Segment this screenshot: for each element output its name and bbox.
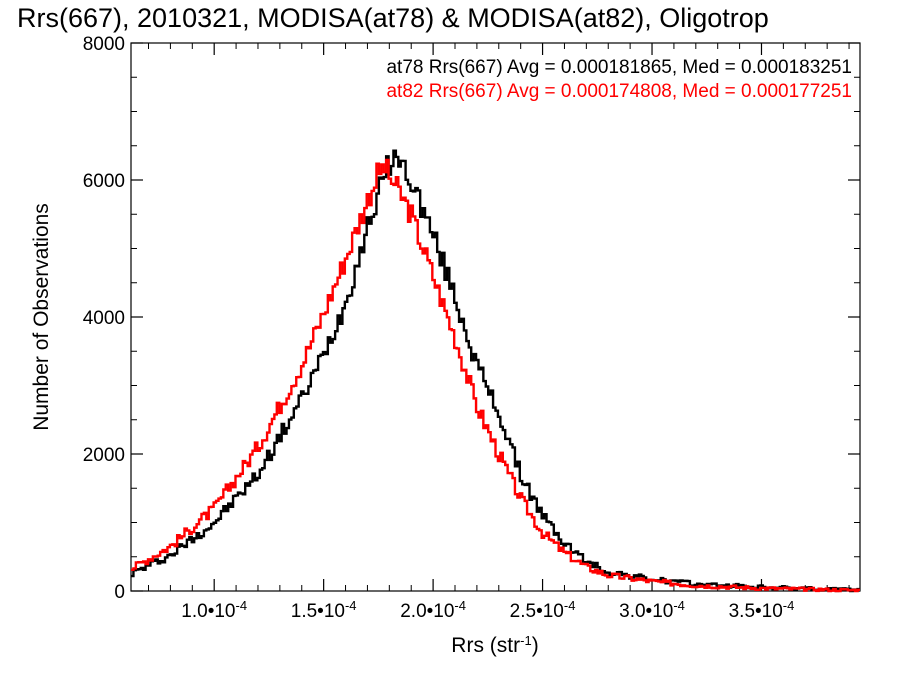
x-tick-label: 1.0•10-4 xyxy=(181,598,247,622)
legend-entry-at82: at82 Rrs(667) Avg = 0.000174808, Med = 0… xyxy=(386,81,852,102)
x-tick-label: 2.5•10-4 xyxy=(510,598,576,622)
y-tick-label: 4000 xyxy=(83,308,125,329)
y-axis: 0 2000 4000 6000 8000 xyxy=(83,34,860,603)
x-tick-label: 2.0•10-4 xyxy=(400,598,466,622)
y-axis-label: Number of Observations xyxy=(30,203,53,431)
y-tick-label: 6000 xyxy=(83,171,125,192)
x-tick-label: 3.5•10-4 xyxy=(729,598,795,622)
x-axis: 1.0•10-4 1.5•10-4 2.0•10-4 2.5•10-4 3.0•10-4… xyxy=(148,43,850,622)
y-tick-label: 2000 xyxy=(83,445,125,466)
y-tick-label: 0 xyxy=(114,582,125,603)
plot-frame xyxy=(130,42,861,592)
histogram-series-1 xyxy=(131,158,860,593)
series-layer xyxy=(131,149,860,593)
x-axis-label: Rrs (str-1) xyxy=(451,633,538,657)
legend-entry-at78: at78 Rrs(667) Avg = 0.000181865, Med = 0… xyxy=(386,57,852,78)
chart-title: Rrs(667), 2010321, MODISA(at78) & MODISA… xyxy=(17,3,769,33)
x-tick-label: 3.0•10-4 xyxy=(619,598,685,622)
histogram-series-0 xyxy=(131,149,860,593)
x-tick-label: 1.5•10-4 xyxy=(291,598,357,622)
y-tick-label: 8000 xyxy=(83,34,125,55)
